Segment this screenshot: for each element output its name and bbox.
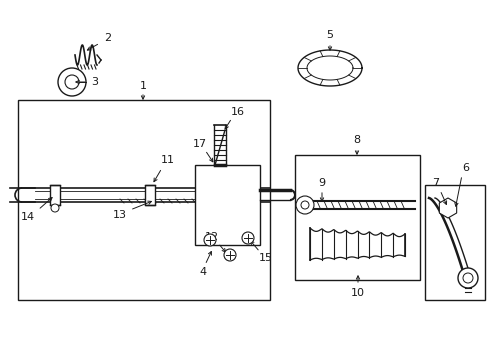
Circle shape: [58, 68, 86, 96]
Text: 17: 17: [193, 139, 206, 149]
Text: 6: 6: [462, 163, 468, 173]
Circle shape: [295, 196, 313, 214]
Bar: [195, 165, 260, 245]
Bar: [294, 155, 419, 280]
Text: 11: 11: [161, 155, 175, 165]
Circle shape: [51, 204, 59, 212]
Text: 15: 15: [259, 253, 272, 263]
Bar: [424, 185, 484, 300]
Text: 7: 7: [431, 178, 439, 188]
Text: 10: 10: [350, 288, 364, 298]
Circle shape: [457, 268, 477, 288]
Circle shape: [301, 201, 308, 209]
Text: 5: 5: [326, 30, 333, 40]
Circle shape: [65, 75, 79, 89]
Circle shape: [242, 232, 253, 244]
Text: 16: 16: [230, 107, 244, 117]
Bar: [145, 185, 155, 205]
Text: 1: 1: [139, 81, 146, 91]
Circle shape: [224, 249, 236, 261]
Text: 4: 4: [199, 267, 206, 277]
Text: 14: 14: [21, 212, 35, 222]
Circle shape: [462, 273, 472, 283]
Bar: [50, 185, 60, 205]
Text: 2: 2: [104, 33, 111, 43]
Circle shape: [203, 234, 216, 246]
Text: 8: 8: [353, 135, 360, 145]
Text: 12: 12: [204, 232, 219, 242]
Text: 13: 13: [113, 210, 127, 220]
Text: 3: 3: [91, 77, 98, 87]
Bar: [18, 100, 269, 300]
Text: 9: 9: [318, 178, 325, 188]
